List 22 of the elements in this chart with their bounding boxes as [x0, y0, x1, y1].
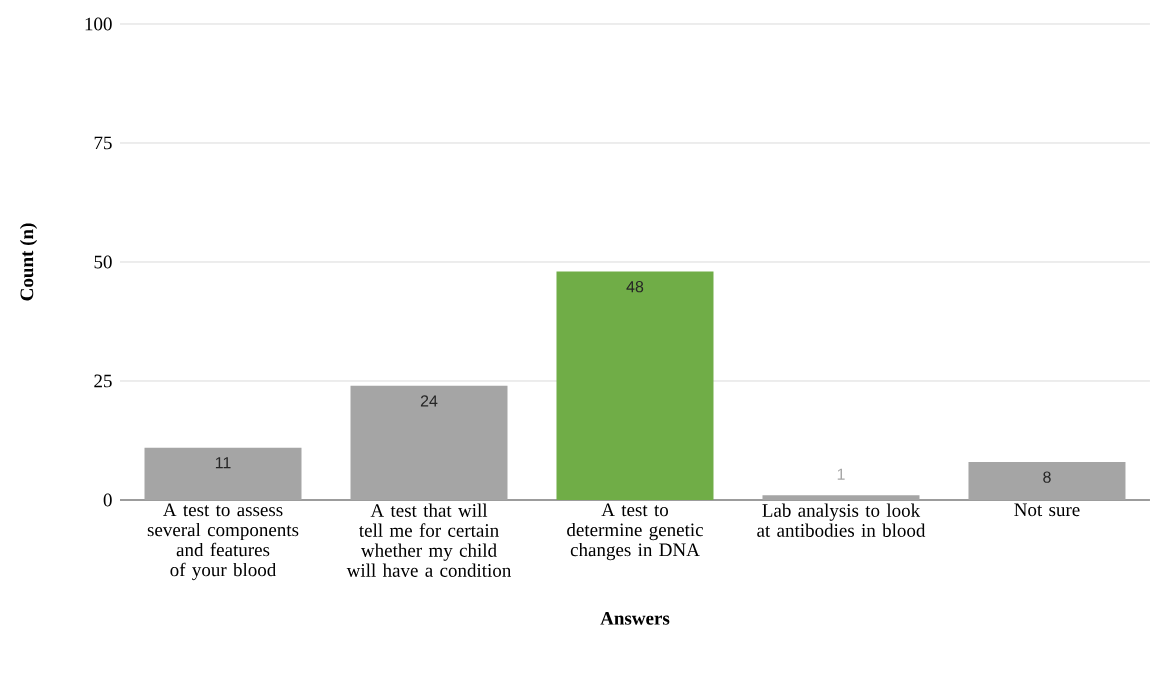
- data-label: 24: [420, 395, 438, 407]
- x-tick-label: A test to assess several components and features of your blood: [147, 503, 299, 581]
- x-tick-label: Lab analysis to look at antibodies in blood: [757, 503, 926, 537]
- x-axis-title: Answers: [600, 612, 670, 625]
- y-axis-title: Count (n): [19, 223, 38, 301]
- y-tick-label: 100: [85, 17, 112, 31]
- data-label: 8: [1043, 471, 1051, 483]
- bar: [968, 461, 1126, 500]
- y-tick-label: 25: [94, 374, 112, 388]
- x-tick-label: Not sure: [1014, 503, 1080, 517]
- bar: [350, 385, 508, 500]
- x-tick-label: A test that will tell me for certain whether my child will have a condition: [346, 503, 512, 577]
- data-label: 11: [215, 457, 231, 469]
- y-tick-label: 50: [94, 255, 112, 269]
- x-tick-label: A test to determine genetic changes in DNA: [567, 503, 703, 561]
- y-tick-label: 0: [103, 493, 112, 507]
- data-label: 1: [837, 468, 845, 480]
- bar: [556, 271, 714, 500]
- y-tick-label: 75: [94, 136, 112, 150]
- bar: [762, 495, 920, 500]
- data-label: 48: [626, 281, 644, 293]
- bar: [144, 447, 302, 500]
